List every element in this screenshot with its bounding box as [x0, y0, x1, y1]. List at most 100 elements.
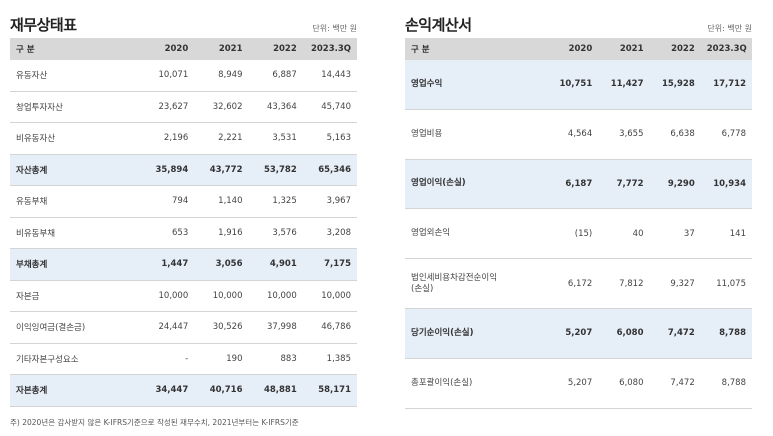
table-cell: 58,171	[302, 374, 357, 407]
table-cell: 4,901	[248, 248, 303, 281]
table-row: 유동부채 794 1,140 1,325 3,967	[10, 185, 357, 218]
table-row: 비유동자산 2,196 2,221 3,531 5,163	[10, 122, 357, 155]
table-cell: 40,716	[194, 374, 249, 407]
table-cell: 8,949	[194, 60, 249, 92]
table-cell: 7,772	[598, 159, 650, 210]
income-statement-panel: 손익계산서 단위: 백만 원 구 분 2020 2021 2022 2023.3…	[405, 14, 752, 409]
row-label: 영업비용	[405, 109, 547, 160]
table-cell: 10,934	[700, 159, 752, 210]
table-cell: 10,751	[547, 60, 599, 110]
table-cell: 35,894	[140, 154, 195, 186]
table-cell: 7,812	[598, 258, 650, 309]
table-cell: 5,207	[547, 358, 599, 409]
table-cell: 6,638	[649, 109, 701, 160]
row-label: 부채총계	[10, 248, 140, 281]
row-label: 창업투자자산	[10, 91, 140, 123]
table-cell: 32,602	[194, 91, 249, 123]
table-cell: 8,788	[700, 308, 752, 359]
table-cell: 1,385	[302, 343, 357, 375]
table-cell: 1,140	[194, 185, 249, 218]
row-label: 영업외손익	[405, 208, 547, 260]
table-row: 자본금 10,000 10,000 10,000 10,000	[10, 280, 357, 312]
table-cell: 11,427	[598, 60, 650, 110]
table-cell: 3,531	[248, 122, 303, 155]
row-label: 영업이익(손실)	[405, 159, 547, 210]
table-cell: 3,208	[302, 217, 357, 249]
table-cell: 65,346	[302, 154, 357, 186]
balance-sheet-unit: 단위: 백만 원	[312, 24, 357, 33]
table-row: 비유동부채 653 1,916 3,576 3,208	[10, 217, 357, 249]
table-row: 창업투자자산 23,627 32,602 43,364 45,740	[10, 91, 357, 123]
table-cell: 10,000	[248, 280, 303, 312]
table-row: 총포괄이익(손실) 5,207 6,080 7,472 8,788	[405, 358, 752, 409]
table-row: 자산총계 35,894 43,772 53,782 65,346	[10, 154, 357, 186]
table-cell: 43,772	[194, 154, 249, 186]
column-header: 2022	[248, 38, 303, 60]
table-cell: 6,080	[598, 358, 650, 409]
row-label: 유동자산	[10, 60, 140, 92]
table-cell: 48,881	[248, 374, 303, 407]
table-cell: 3,056	[194, 248, 249, 281]
table-cell: 1,447	[140, 248, 195, 281]
table-row: 부채총계 1,447 3,056 4,901 7,175	[10, 248, 357, 281]
table-cell: 190	[194, 343, 249, 375]
table-cell: 8,788	[700, 358, 752, 409]
income-statement-title: 손익계산서	[405, 16, 472, 34]
table-cell: 15,928	[649, 60, 701, 110]
table-cell: 14,443	[302, 60, 357, 92]
table-cell: 37,998	[248, 311, 303, 344]
table-cell: 9,290	[649, 159, 701, 210]
table-cell: 17,712	[700, 60, 752, 110]
table-row: 영업비용 4,564 3,655 6,638 6,778	[405, 109, 752, 160]
table-cell: 43,364	[248, 91, 303, 123]
table-cell: 46,786	[302, 311, 357, 344]
column-header: 2020	[140, 38, 195, 60]
row-label: 영업수익	[405, 60, 547, 110]
table-cell: 34,447	[140, 374, 195, 407]
table-cell: 653	[140, 217, 195, 249]
row-label: 비유동자산	[10, 122, 140, 155]
row-label: 법인세비용차감전순이익 (손실)	[405, 258, 547, 309]
income-statement-unit: 단위: 백만 원	[707, 24, 752, 33]
table-cell: 2,196	[140, 122, 195, 155]
table-cell: 37	[649, 208, 701, 260]
table-cell: 10,000	[140, 280, 195, 312]
table-cell: 24,447	[140, 311, 195, 344]
column-header: 2022	[649, 38, 701, 60]
table-row: 유동자산 10,071 8,949 6,887 14,443	[10, 60, 357, 92]
table-cell: 10,000	[194, 280, 249, 312]
table-row: 영업수익 10,751 11,427 15,928 17,712	[405, 60, 752, 110]
table-row: 법인세비용차감전순이익 (손실) 6,172 7,812 9,327 11,075	[405, 258, 752, 309]
table-row: 기타자본구성요소 -190 883 1,385	[10, 343, 357, 375]
balance-sheet-header: 재무상태표 단위: 백만 원	[10, 14, 357, 38]
table-cell: 6,887	[248, 60, 303, 92]
table-cell: 3,967	[302, 185, 357, 218]
column-header: 2021	[194, 38, 249, 60]
column-header: 2021	[598, 38, 650, 60]
column-header: 2023.3Q	[700, 38, 752, 60]
table-row: 이익잉여금(결손금) 24,447 30,526 37,998 46,786	[10, 311, 357, 344]
balance-sheet-table: 구 분 2020 2021 2022 2023.3Q 유동자산 10,071 8,9…	[10, 38, 357, 407]
table-cell: 4,564	[547, 109, 599, 160]
table-cell: 53,782	[248, 154, 303, 186]
table-cell: 1,325	[248, 185, 303, 218]
table-cell: 5,207	[547, 308, 599, 359]
balance-sheet-panel: 재무상태표 단위: 백만 원 구 분 2020 2021 2022 2023.3…	[10, 14, 357, 407]
balance-sheet-body: 유동자산 10,071 8,949 6,887 14,443 창업투자자산 23,627 32…	[10, 60, 357, 407]
row-label: 당기순이익(손실)	[405, 308, 547, 359]
table-cell: 6,778	[700, 109, 752, 160]
row-label: 자본금	[10, 280, 140, 312]
table-cell: 7,472	[649, 358, 701, 409]
table-cell: (15)	[547, 208, 599, 260]
balance-sheet-title: 재무상태표	[10, 16, 77, 34]
income-statement-body: 영업수익 10,751 11,427 15,928 17,712 영업비용 4,564 3,6…	[405, 60, 752, 409]
table-cell: 1,916	[194, 217, 249, 249]
table-cell: 10,071	[140, 60, 195, 92]
row-label: 자본총계	[10, 374, 140, 407]
balance-sheet-header-row: 구 분 2020 2021 2022 2023.3Q	[10, 38, 357, 60]
table-cell: 6,187	[547, 159, 599, 210]
table-cell: 30,526	[194, 311, 249, 344]
table-row: 자본총계 34,447 40,716 48,881 58,171	[10, 374, 357, 407]
income-statement-header-row: 구 분 2020 2021 2022 2023.3Q	[405, 38, 752, 60]
table-row: 영업이익(손실) 6,187 7,772 9,290 10,934	[405, 159, 752, 210]
